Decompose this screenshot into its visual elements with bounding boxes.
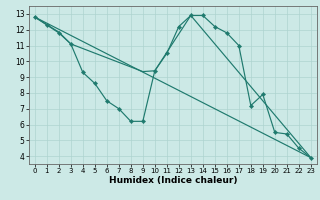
X-axis label: Humidex (Indice chaleur): Humidex (Indice chaleur): [108, 176, 237, 185]
